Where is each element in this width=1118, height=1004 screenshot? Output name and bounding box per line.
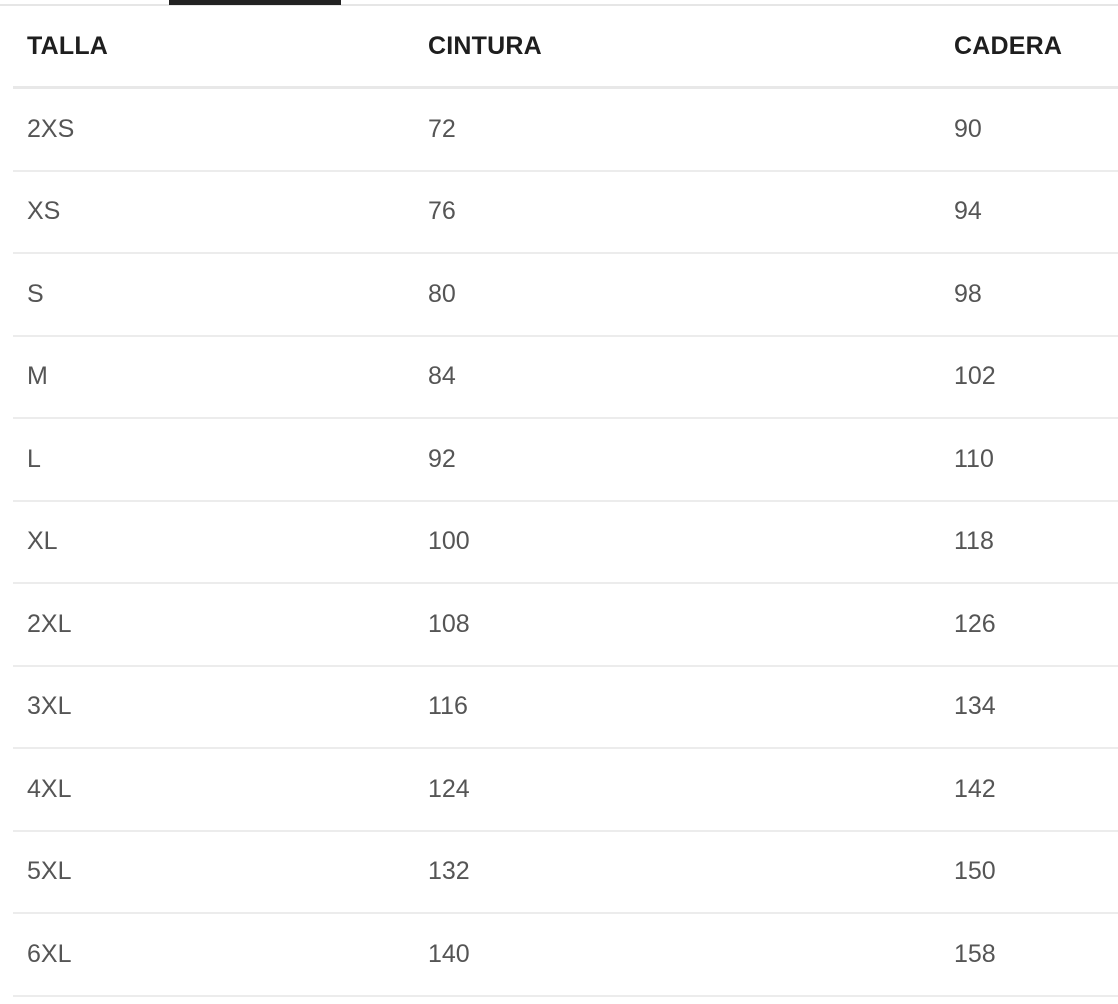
cell-talla: XL [13,500,414,584]
cell-cadera: 90 [940,87,1118,172]
tab-bar-divider [0,4,1118,6]
table-row: L 92 110 [13,418,1118,502]
header-cintura: CINTURA [414,6,940,89]
cell-cintura: 116 [414,665,940,749]
table-row: 2XS 72 90 [13,87,1118,172]
cell-cadera: 94 [940,170,1118,254]
cell-talla: M [13,335,414,419]
table-row: 2XL 108 126 [13,583,1118,667]
cell-cintura: 140 [414,913,940,997]
header-talla: TALLA [13,6,414,89]
table-row: XS 76 94 [13,170,1118,254]
cell-cadera: 126 [940,583,1118,667]
cell-cintura: 84 [414,335,940,419]
size-chart-table: TALLA CINTURA CADERA 2XS 72 90 XS 76 94 S 80 98 M… [13,6,1118,997]
table-row: 4XL 124 142 [13,748,1118,832]
header-row: TALLA CINTURA CADERA [13,6,1118,89]
cell-cadera: 158 [940,913,1118,997]
cell-cintura: 76 [414,170,940,254]
cell-talla: S [13,253,414,337]
cell-talla: 6XL [13,913,414,997]
cell-talla: L [13,418,414,502]
table-row: 5XL 132 150 [13,830,1118,914]
cell-cadera: 98 [940,253,1118,337]
table-row: 3XL 116 134 [13,665,1118,749]
table-row: M 84 102 [13,335,1118,419]
cell-cadera: 102 [940,335,1118,419]
cell-cintura: 72 [414,87,940,172]
table-row: S 80 98 [13,253,1118,337]
cell-cadera: 110 [940,418,1118,502]
active-tab-indicator [169,0,341,5]
header-cadera: CADERA [940,6,1118,89]
cell-cintura: 100 [414,500,940,584]
cell-talla: 4XL [13,748,414,832]
cell-cadera: 134 [940,665,1118,749]
cell-cintura: 132 [414,830,940,914]
table-row: 6XL 140 158 [13,913,1118,997]
cell-cintura: 108 [414,583,940,667]
cell-cadera: 150 [940,830,1118,914]
cell-talla: 2XS [13,87,414,172]
cell-cintura: 80 [414,253,940,337]
cell-talla: XS [13,170,414,254]
cell-talla: 3XL [13,665,414,749]
table-row: XL 100 118 [13,500,1118,584]
cell-cintura: 92 [414,418,940,502]
cell-cadera: 118 [940,500,1118,584]
cell-cintura: 124 [414,748,940,832]
cell-talla: 5XL [13,830,414,914]
cell-cadera: 142 [940,748,1118,832]
cell-talla: 2XL [13,583,414,667]
